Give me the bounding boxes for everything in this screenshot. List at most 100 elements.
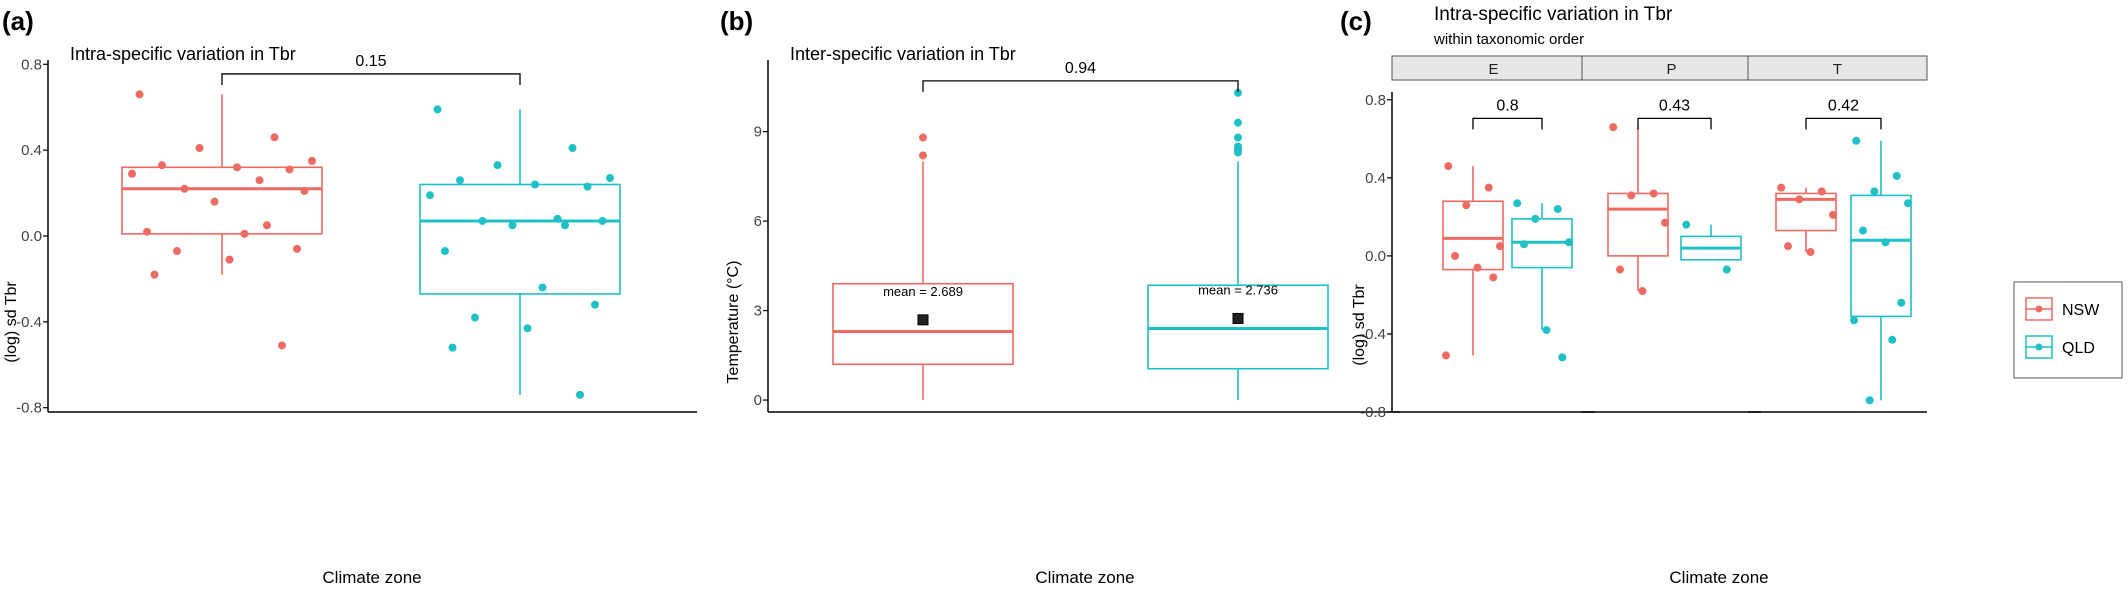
data-point (1722, 265, 1731, 274)
data-point (255, 176, 264, 185)
data-point (1881, 238, 1890, 247)
panel-a-box-qld (419, 105, 621, 399)
data-point (1520, 240, 1528, 249)
data-point (1451, 251, 1459, 260)
panel-a-box-nsw (121, 90, 323, 350)
data-point (1234, 148, 1242, 157)
data-point (1817, 187, 1826, 196)
data-point (233, 163, 241, 172)
facet-p-box-qld (1680, 220, 1742, 274)
data-point (1661, 218, 1669, 227)
data-point (538, 283, 547, 292)
data-point (919, 151, 927, 160)
iqr-box (1850, 194, 1912, 318)
data-point (1444, 162, 1453, 171)
panel-c-xlabel: Climate zone (1669, 568, 1768, 587)
data-point (1496, 242, 1504, 251)
data-point (561, 221, 569, 230)
data-point (270, 133, 279, 142)
data-point (456, 176, 464, 185)
facet-p-box-nsw (1607, 123, 1669, 296)
panel-label-a: (a) (2, 6, 34, 36)
data-point (1638, 287, 1647, 296)
panel-b-ylabel: Temperature (°C) (725, 261, 742, 384)
bracket-line (922, 80, 1239, 92)
data-point (1777, 183, 1786, 192)
iqr-box (1607, 192, 1669, 257)
data-point (568, 144, 577, 152)
iqr-box (1442, 200, 1504, 271)
y-tick-label: 0.8 (1365, 92, 1386, 109)
data-point (158, 161, 166, 170)
data-point (1542, 326, 1551, 335)
y-tick-label: -0.4 (1360, 326, 1386, 343)
data-point (1531, 214, 1540, 223)
facet-e-box-qld (1511, 199, 1573, 362)
bracket-line (221, 73, 521, 85)
data-point (308, 156, 316, 165)
data-point (576, 390, 584, 399)
panel-label-c: (c) (1340, 6, 1372, 36)
bracket-line (1805, 117, 1882, 130)
data-point (1859, 226, 1867, 235)
y-tick-label: 0.4 (1365, 170, 1386, 187)
panel-b-box-qld: mean = 2.736 (1147, 88, 1329, 401)
y-tick-label: 6 (754, 213, 762, 230)
y-tick-label: 3 (754, 303, 762, 320)
data-point (426, 191, 434, 200)
data-point (508, 221, 517, 230)
data-point (150, 270, 159, 279)
data-point (173, 247, 181, 256)
facet-e-box-nsw (1442, 162, 1504, 360)
data-point (1442, 351, 1450, 360)
panel-a-xlabel: Climate zone (322, 568, 421, 587)
iqr-box (419, 183, 621, 295)
data-point (1627, 191, 1636, 200)
y-tick-label: -0.4 (16, 314, 42, 331)
panel-b-title: Inter-specific variation in Tbr (790, 44, 1016, 64)
legend-label-qld: QLD (2062, 340, 2095, 357)
legend: NSW QLD (2013, 281, 2123, 379)
bracket-line (1637, 117, 1712, 130)
p-value-label: 0.15 (355, 53, 386, 70)
data-point (285, 165, 294, 174)
legend-key-qld-dot (2035, 343, 2043, 351)
panel-b-xlabel: Climate zone (1035, 568, 1134, 587)
data-point (180, 184, 189, 193)
chart-marks: -0.8 -0.4 0.0 0.4 0.8 0.15 0 3 6 9 mean = 2.689 mea… (16, 53, 1928, 421)
data-point (195, 144, 204, 152)
data-point (293, 244, 301, 253)
facet-e-comparison-bracket: 0.8 (1472, 97, 1543, 130)
data-point (1553, 205, 1562, 214)
panel-c-title: Intra-specific variation in Tbr (1434, 4, 1673, 25)
data-point (553, 214, 562, 223)
data-point (531, 180, 539, 189)
mean-label: mean = 2.689 (883, 284, 963, 299)
data-point (1234, 118, 1242, 127)
data-point (471, 313, 479, 322)
legend-key-nsw-dot (2035, 305, 2043, 313)
y-tick-label: 9 (754, 124, 762, 141)
facet-t-strip (1747, 55, 1928, 81)
panel-c-subtitle: within taxonomic order (1433, 31, 1584, 48)
data-point (225, 255, 234, 264)
data-point (278, 341, 286, 350)
data-point (523, 324, 532, 333)
data-point (1234, 88, 1242, 97)
data-point (1904, 199, 1912, 208)
facet-t-strip-label: T (1833, 61, 1842, 78)
data-point (300, 186, 309, 195)
facet-t-box-qld (1850, 136, 1912, 405)
facet-e-strip (1391, 55, 1596, 81)
mean-marker (917, 314, 929, 326)
data-point (1897, 298, 1906, 307)
data-point (1234, 133, 1242, 142)
data-point (441, 247, 449, 256)
data-point (1484, 183, 1493, 192)
data-point (1795, 195, 1804, 204)
data-point (135, 90, 144, 99)
panel-a-ylabel: (log) sd Tbr (3, 281, 20, 363)
p-value-label: 0.43 (1659, 97, 1690, 114)
data-point (1870, 187, 1879, 196)
